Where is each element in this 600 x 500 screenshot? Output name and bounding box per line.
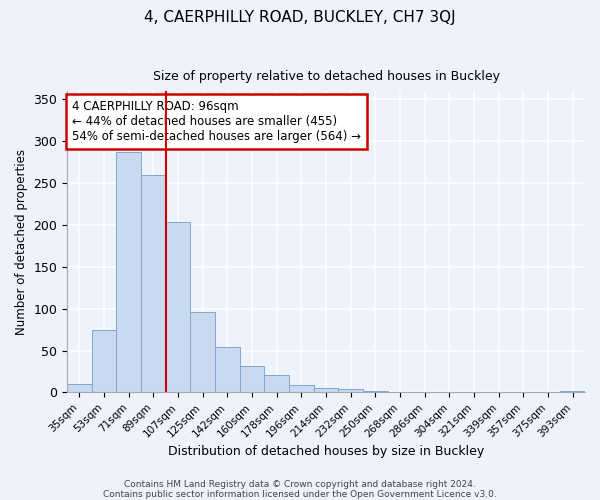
Bar	[116, 152, 141, 392]
Bar	[215, 347, 240, 393]
Bar	[240, 366, 265, 392]
Title: Size of property relative to detached houses in Buckley: Size of property relative to detached ho…	[152, 70, 500, 83]
X-axis label: Distribution of detached houses by size in Buckley: Distribution of detached houses by size …	[168, 444, 484, 458]
Bar	[363, 390, 388, 392]
Bar	[289, 385, 314, 392]
Bar	[67, 384, 92, 392]
Text: Contains public sector information licensed under the Open Government Licence v3: Contains public sector information licen…	[103, 490, 497, 499]
Y-axis label: Number of detached properties: Number of detached properties	[15, 148, 28, 334]
Bar	[265, 375, 289, 392]
Bar	[314, 388, 338, 392]
Bar	[141, 175, 166, 392]
Bar	[166, 222, 190, 392]
Text: Contains HM Land Registry data © Crown copyright and database right 2024.: Contains HM Land Registry data © Crown c…	[124, 480, 476, 489]
Bar	[338, 389, 363, 392]
Bar	[560, 390, 585, 392]
Bar	[190, 312, 215, 392]
Text: 4 CAERPHILLY ROAD: 96sqm
← 44% of detached houses are smaller (455)
54% of semi-: 4 CAERPHILLY ROAD: 96sqm ← 44% of detach…	[73, 100, 361, 143]
Text: 4, CAERPHILLY ROAD, BUCKLEY, CH7 3QJ: 4, CAERPHILLY ROAD, BUCKLEY, CH7 3QJ	[144, 10, 456, 25]
Bar	[92, 330, 116, 392]
